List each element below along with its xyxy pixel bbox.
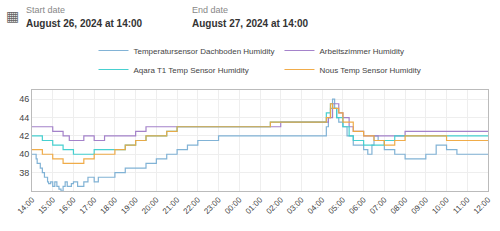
- svg-text:Aqara T1 Temp Sensor Humidity: Aqara T1 Temp Sensor Humidity: [134, 66, 249, 75]
- svg-text:▦: ▦: [6, 8, 19, 24]
- svg-text:38: 38: [19, 168, 29, 178]
- svg-text:03:00: 03:00: [285, 195, 306, 216]
- svg-text:44: 44: [19, 113, 29, 123]
- svg-text:00:00: 00:00: [223, 195, 244, 216]
- svg-text:Nous Temp Sensor Humidity: Nous Temp Sensor Humidity: [319, 66, 420, 75]
- svg-text:06:00: 06:00: [347, 195, 368, 216]
- svg-text:10:00: 10:00: [430, 195, 451, 216]
- svg-text:18:00: 18:00: [99, 195, 120, 216]
- svg-text:Temperatursensor Dachboden Hum: Temperatursensor Dachboden Humidity: [134, 47, 275, 56]
- svg-text:11:00: 11:00: [451, 195, 471, 215]
- svg-text:23:00: 23:00: [202, 195, 223, 216]
- svg-text:August 27, 2024 at 14:00: August 27, 2024 at 14:00: [192, 18, 309, 29]
- svg-text:Start date: Start date: [26, 5, 65, 15]
- svg-text:17:00: 17:00: [78, 195, 99, 216]
- svg-text:21:00: 21:00: [161, 195, 182, 216]
- svg-text:Arbeitszimmer Humidity: Arbeitszimmer Humidity: [319, 47, 403, 56]
- svg-text:01:00: 01:00: [244, 195, 265, 216]
- svg-text:04:00: 04:00: [306, 195, 327, 216]
- svg-text:August 26, 2024 at 14:00: August 26, 2024 at 14:00: [26, 18, 143, 29]
- svg-text:12:00: 12:00: [472, 195, 493, 216]
- svg-text:20:00: 20:00: [140, 195, 161, 216]
- svg-text:09:00: 09:00: [410, 195, 431, 216]
- svg-text:42: 42: [19, 131, 29, 141]
- svg-text:22:00: 22:00: [182, 195, 203, 216]
- svg-text:07:00: 07:00: [368, 195, 389, 216]
- svg-text:End date: End date: [192, 5, 228, 15]
- svg-text:05:00: 05:00: [327, 195, 348, 216]
- svg-text:08:00: 08:00: [389, 195, 410, 216]
- svg-text:02:00: 02:00: [264, 195, 285, 216]
- svg-text:15:00: 15:00: [36, 195, 57, 216]
- svg-text:14:00: 14:00: [16, 195, 37, 216]
- svg-text:19:00: 19:00: [119, 195, 140, 216]
- svg-text:40: 40: [19, 149, 29, 159]
- svg-text:46: 46: [19, 94, 29, 104]
- svg-text:16:00: 16:00: [57, 195, 78, 216]
